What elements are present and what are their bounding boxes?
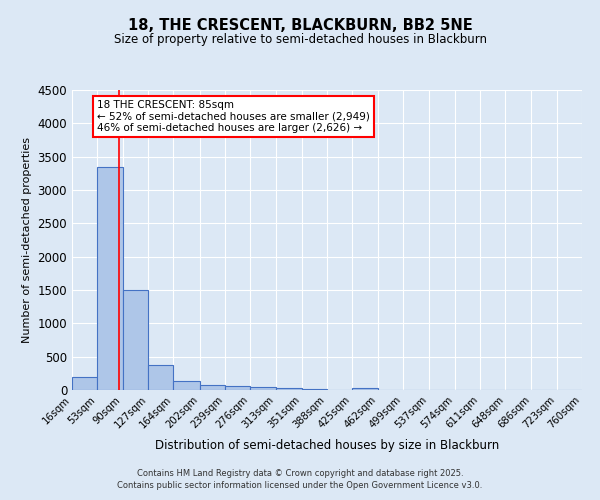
Text: Contains public sector information licensed under the Open Government Licence v3: Contains public sector information licen…	[118, 481, 482, 490]
Text: Size of property relative to semi-detached houses in Blackburn: Size of property relative to semi-detach…	[113, 32, 487, 46]
X-axis label: Distribution of semi-detached houses by size in Blackburn: Distribution of semi-detached houses by …	[155, 439, 499, 452]
Bar	[352, 388, 378, 390]
Bar	[72, 376, 97, 390]
Bar	[97, 166, 123, 390]
Bar	[250, 388, 275, 390]
Bar	[275, 388, 302, 390]
Text: 18, THE CRESCENT, BLACKBURN, BB2 5NE: 18, THE CRESCENT, BLACKBURN, BB2 5NE	[128, 18, 472, 32]
Bar	[148, 364, 173, 390]
Bar	[302, 388, 327, 390]
Text: Contains HM Land Registry data © Crown copyright and database right 2025.: Contains HM Land Registry data © Crown c…	[137, 468, 463, 477]
Bar	[173, 380, 200, 390]
Bar	[123, 290, 148, 390]
Bar	[199, 384, 225, 390]
Y-axis label: Number of semi-detached properties: Number of semi-detached properties	[22, 137, 32, 343]
Bar	[225, 386, 250, 390]
Text: 18 THE CRESCENT: 85sqm
← 52% of semi-detached houses are smaller (2,949)
46% of : 18 THE CRESCENT: 85sqm ← 52% of semi-det…	[97, 100, 370, 133]
